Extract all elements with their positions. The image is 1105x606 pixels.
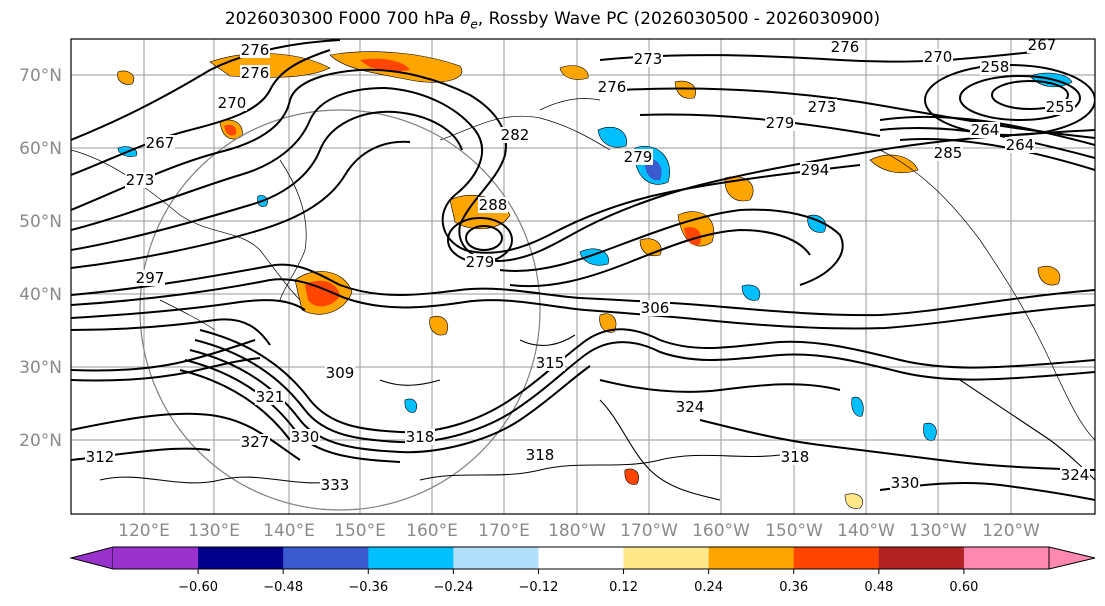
lon-label: 120°E (118, 521, 170, 541)
colorbar-segment (453, 547, 539, 569)
colorbar-tick-label: −0.60 (178, 580, 218, 595)
lon-label: 180°W (548, 521, 606, 541)
lat-label: 60°N (19, 139, 62, 159)
contour-label: 270 (218, 94, 247, 112)
contour-label: 330 (291, 428, 320, 446)
contour-label: 318 (526, 446, 555, 464)
colorbar-tick-label: 0.12 (609, 580, 638, 595)
lat-label: 20°N (19, 431, 62, 451)
contour-label: 258 (981, 58, 1010, 76)
colorbar-tick-label: −0.12 (519, 580, 559, 595)
lat-label: 70°N (19, 66, 62, 86)
colorbar-segment (113, 547, 199, 569)
lon-label: 130°E (188, 521, 240, 541)
contour-label: 309 (326, 364, 355, 382)
colorbar-segment (708, 547, 795, 569)
lon-label: 150°W (765, 521, 823, 541)
contour-label: 273 (808, 98, 837, 116)
contour-label: 255 (1046, 98, 1075, 116)
colorbar-segment (198, 547, 284, 569)
longitude-labels: 120°E 130°E 140°E 150°E 160°E 170°E 180°W 170°W… (118, 521, 1040, 541)
theta-e-contours (71, 39, 1095, 501)
lon-label: 160°E (406, 521, 458, 541)
theta-symbol: θ (460, 9, 471, 29)
contour-label: 294 (801, 161, 830, 179)
colorbar-segment (538, 547, 625, 569)
contour-label: 273 (634, 50, 663, 68)
colorbar-extend-low (69, 546, 114, 570)
colorbar-tick-label: 0.48 (864, 580, 893, 595)
lon-label: 140°E (263, 521, 315, 541)
contour-label: 312 (86, 448, 115, 466)
contour-label: 327 (241, 433, 270, 451)
map-title: 2026030300 F000 700 hPa θe, Rossby Wave … (0, 9, 1105, 31)
contour-label: 267 (146, 134, 175, 152)
lon-label: 160°W (692, 521, 750, 541)
contour-label: 315 (536, 354, 565, 372)
contour-label: 279 (466, 253, 495, 271)
contour-label: 273 (126, 171, 155, 189)
lat-label: 30°N (19, 358, 62, 378)
lon-label: 130°W (909, 521, 967, 541)
latitude-labels: 70°N 60°N 50°N 40°N 30°N 20°N (19, 66, 62, 451)
map-frame (70, 38, 1096, 515)
colorbar-tick-label: −0.48 (263, 580, 303, 595)
contour-label: 288 (479, 196, 508, 214)
contour-label: 333 (321, 476, 350, 494)
colorbar-tick-label: −0.36 (348, 580, 388, 595)
contour-label: 279 (624, 148, 653, 166)
colorbar-tick-label: −0.24 (433, 580, 473, 595)
contour-label: 318 (781, 448, 810, 466)
contour-label: 285 (934, 144, 963, 162)
theta-subscript: e (470, 17, 478, 32)
contour-label: 264 (1006, 136, 1035, 154)
contour-label: 279 (766, 114, 795, 132)
lon-label: 120°W (982, 521, 1040, 541)
colorbar-segment (368, 547, 454, 569)
colorbar-segment (623, 547, 710, 569)
contour-label: 306 (641, 299, 670, 317)
lat-label: 50°N (19, 212, 62, 232)
contour-label: 324 (1061, 466, 1090, 484)
colorbar-segment (963, 547, 1050, 569)
contour-label: 276 (831, 38, 860, 56)
colorbar-extend-high (1048, 546, 1096, 570)
colorbar-segment (793, 547, 880, 569)
contour-label: 318 (406, 428, 435, 446)
title-prefix: 2026030300 F000 700 hPa (224, 9, 460, 29)
contour-label: 276 (241, 64, 270, 82)
colorbar-tick-label: 0.36 (779, 580, 808, 595)
contour-label: 276 (241, 41, 270, 59)
lon-label: 150°E (334, 521, 386, 541)
contour-label: 324 (676, 398, 705, 416)
lon-label: 170°W (620, 521, 678, 541)
contour-label: 321 (256, 388, 285, 406)
contour-label: 297 (136, 269, 165, 287)
colorbar: −0.60 −0.48 −0.36 −0.24 −0.12 0.12 0.24 0.36 0.4… (69, 546, 1096, 595)
contour-label: 330 (891, 474, 920, 492)
lon-label: 170°E (478, 521, 530, 541)
title-suffix: , Rossby Wave PC (2026030500 - 202603090… (477, 9, 881, 29)
colorbar-segment (878, 547, 965, 569)
colorbar-segment (283, 547, 369, 569)
contour-label: 270 (924, 48, 953, 66)
contour-label: 264 (971, 121, 1000, 139)
contour-label: 276 (598, 78, 627, 96)
colorbar-tick-label: 0.60 (949, 580, 978, 595)
contour-labels: 276 273 276 267 270 264 258 255 270 267 273 276 273 2… (85, 36, 1090, 494)
lat-label: 40°N (19, 285, 62, 305)
colorbar-tick-label: 0.24 (694, 580, 723, 595)
reference-circle (139, 109, 541, 511)
lon-label: 140°W (837, 521, 895, 541)
contour-label: 282 (501, 126, 530, 144)
contour-label: 267 (1028, 36, 1057, 54)
